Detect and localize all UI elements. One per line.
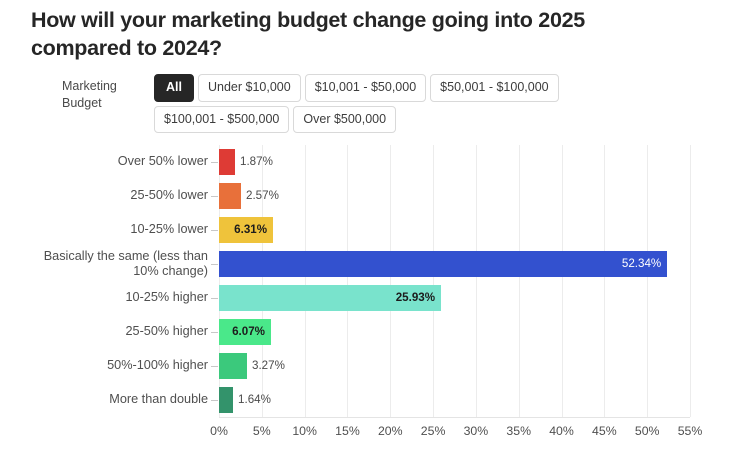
x-axis-tick-label: 30% bbox=[463, 424, 489, 438]
axis-tick-mark bbox=[211, 399, 218, 401]
bar-row: Basically the same (less than 10% change… bbox=[44, 247, 690, 281]
bar-row: 25-50% lower 2.57% bbox=[130, 179, 690, 213]
bar-value-label: 6.31% bbox=[234, 223, 268, 236]
bar-value-label: 6.07% bbox=[232, 325, 265, 338]
x-axis-tick-label: 20% bbox=[377, 424, 403, 438]
x-axis-line bbox=[219, 417, 690, 418]
category-label: Basically the same (less than 10% change… bbox=[43, 248, 208, 278]
category-label: More than double bbox=[109, 392, 208, 407]
category-label: 10-25% lower bbox=[130, 222, 208, 237]
x-axis-tick-label: 25% bbox=[420, 424, 446, 438]
x-axis-tick-label: 15% bbox=[335, 424, 360, 438]
gridline bbox=[690, 145, 691, 417]
plot-area: Over 50% lower 1.87% 25-50% lower 2.57% 10-2… bbox=[44, 145, 691, 417]
x-axis-tick-label: 55% bbox=[677, 424, 703, 438]
x-axis-tick-label: 5% bbox=[252, 424, 271, 438]
bar-value-label: 1.64% bbox=[238, 393, 271, 406]
marketing-budget-filter: Marketing Budget All Under $10,000 $10,001… bbox=[62, 74, 682, 133]
axis-tick-mark bbox=[211, 195, 218, 197]
x-axis-tick-label: 45% bbox=[592, 424, 617, 438]
axis-tick-mark bbox=[211, 297, 218, 299]
bar-chart: Over 50% lower 1.87% 25-50% lower 2.57% 10-2… bbox=[0, 140, 730, 465]
filter-chip[interactable]: All bbox=[154, 74, 194, 102]
bar-value-label: 3.27% bbox=[252, 359, 285, 372]
axis-tick-mark bbox=[211, 161, 218, 163]
bar[interactable] bbox=[219, 183, 241, 209]
filter-chip[interactable]: Under $10,000 bbox=[197, 74, 301, 102]
bar[interactable] bbox=[219, 217, 274, 243]
bar-row: 10-25% lower 6.31% bbox=[130, 213, 690, 247]
x-axis-tick-label: 10% bbox=[292, 424, 317, 438]
bar[interactable] bbox=[219, 319, 271, 345]
page-title: How will your marketing budget change go… bbox=[31, 8, 585, 61]
category-label: 10-25% higher bbox=[125, 290, 208, 305]
bar-row: Over 50% lower 1.87% bbox=[118, 145, 690, 179]
category-label: 25-50% higher bbox=[125, 324, 208, 339]
filter-chip[interactable]: Over $500,000 bbox=[293, 105, 397, 133]
bar-rows: Over 50% lower 1.87% 25-50% lower 2.57% 10-2… bbox=[44, 145, 690, 417]
bar[interactable] bbox=[219, 285, 442, 311]
bar-row: 10-25% higher 25.93% bbox=[125, 281, 690, 315]
filter-chip[interactable]: $10,001 - $50,000 bbox=[304, 74, 427, 102]
x-axis-tick-label: 50% bbox=[634, 424, 660, 438]
bar-row: 25-50% higher 6.07% bbox=[125, 315, 690, 349]
x-axis-tick-label: 40% bbox=[549, 424, 574, 438]
filter-chip-group: All Under $10,000 $10,001 - $50,000 $50,001… bbox=[154, 74, 659, 133]
x-axis-tick-label: 0% bbox=[210, 424, 228, 438]
bar[interactable] bbox=[219, 149, 235, 175]
bar[interactable] bbox=[219, 251, 668, 277]
bar-row: 50%-100% higher 3.27% bbox=[107, 349, 690, 383]
filter-chip[interactable]: $50,001 - $100,000 bbox=[430, 74, 559, 102]
axis-tick-mark bbox=[211, 365, 218, 367]
axis-tick-mark bbox=[211, 263, 218, 265]
x-axis-tick-label: 35% bbox=[506, 424, 532, 438]
bar[interactable] bbox=[219, 353, 247, 379]
bar-value-label: 1.87% bbox=[240, 155, 273, 168]
category-label: 50%-100% higher bbox=[107, 358, 208, 373]
filter-chip[interactable]: $100,001 - $500,000 bbox=[154, 105, 290, 133]
bar-value-label: 2.57% bbox=[246, 189, 279, 202]
bar-row: More than double 1.64% bbox=[109, 383, 690, 417]
bar-value-label: 52.34% bbox=[621, 257, 662, 270]
axis-tick-mark bbox=[211, 229, 218, 231]
filter-label: Marketing Budget bbox=[62, 79, 117, 110]
bar[interactable] bbox=[219, 387, 234, 413]
category-label: 25-50% lower bbox=[130, 188, 208, 203]
bar-value-label: 25.93% bbox=[395, 291, 436, 304]
category-label: Over 50% lower bbox=[117, 154, 208, 169]
x-axis: 0% 5% 10% 15% 20% 25% 30% 35% 40% 45% 50% 55% bbox=[210, 417, 702, 457]
axis-tick-mark bbox=[211, 331, 218, 333]
